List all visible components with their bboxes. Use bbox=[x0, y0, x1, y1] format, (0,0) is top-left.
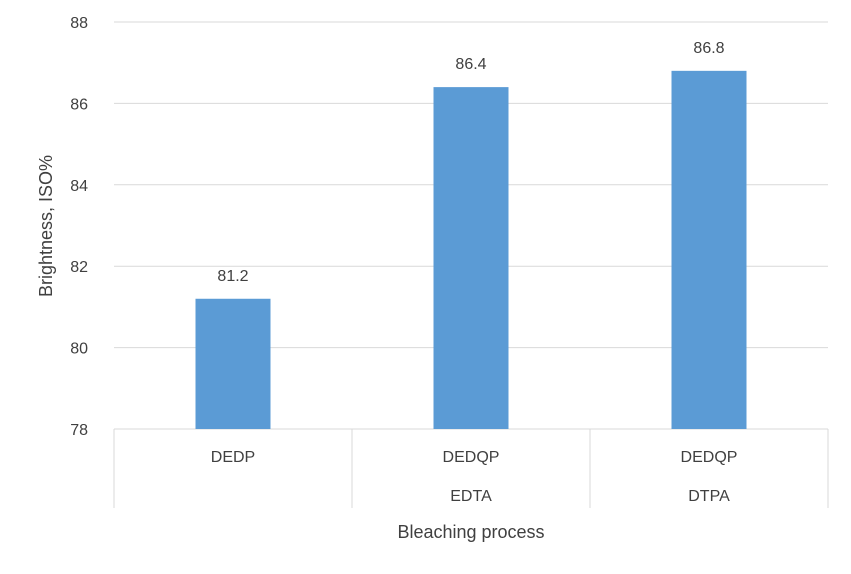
y-axis-title: Brightness, ISO% bbox=[36, 155, 56, 297]
y-axis-ticks: 78 80 82 84 86 88 bbox=[70, 15, 88, 439]
data-label-0: 81.2 bbox=[217, 268, 248, 285]
category-label-1: DEDQP bbox=[443, 449, 500, 466]
y-tick-label-4: 86 bbox=[70, 96, 88, 113]
category-sublabel-2: DTPA bbox=[688, 488, 730, 505]
x-axis-title: Bleaching process bbox=[397, 522, 544, 542]
y-tick-label-1: 80 bbox=[70, 341, 88, 358]
bar-2 bbox=[671, 70, 747, 429]
y-tick-label-5: 88 bbox=[70, 15, 88, 32]
data-label-2: 86.8 bbox=[693, 40, 724, 57]
x-axis-categories: DEDP DEDQP EDTA DEDQP DTPA bbox=[211, 449, 738, 505]
y-tick-label-0: 78 bbox=[70, 422, 88, 439]
y-tick-label-2: 82 bbox=[70, 259, 88, 276]
category-label-2: DEDQP bbox=[681, 449, 738, 466]
data-labels: 81.2 86.4 86.8 bbox=[217, 40, 724, 285]
bar-1 bbox=[433, 87, 509, 430]
category-label-0: DEDP bbox=[211, 449, 255, 466]
category-sublabel-1: EDTA bbox=[450, 488, 492, 505]
bars bbox=[195, 70, 747, 430]
data-label-1: 86.4 bbox=[455, 56, 486, 73]
y-tick-label-3: 84 bbox=[70, 178, 88, 195]
bar-0 bbox=[195, 298, 271, 429]
